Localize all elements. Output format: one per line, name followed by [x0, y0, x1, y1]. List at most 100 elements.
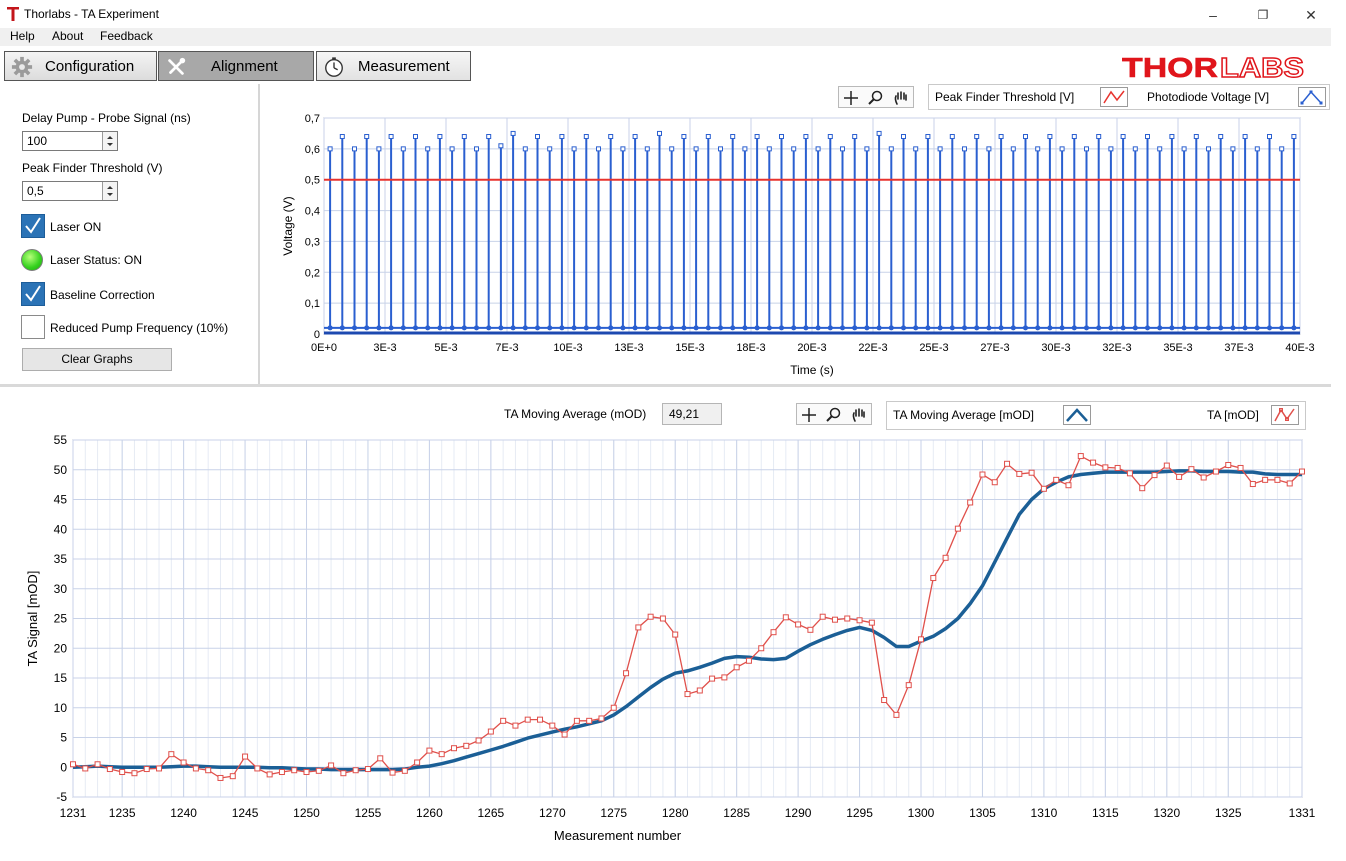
photodiode-peak-marker — [986, 146, 992, 152]
laser-status-led — [21, 249, 43, 271]
legend-ta-average-label: TA Moving Average [mOD] — [893, 408, 1034, 422]
ta-point-marker — [881, 697, 888, 704]
photodiode-peak-marker — [693, 146, 699, 152]
bottom-x-tick-label: 1325 — [1215, 806, 1242, 820]
top-y-tick-label: 0,1 — [305, 298, 320, 310]
ta-average-line-swatch[interactable] — [1063, 405, 1091, 425]
photodiode-peak-marker — [754, 134, 760, 140]
ta-point-marker — [377, 755, 384, 762]
photodiode-peak-marker — [876, 130, 882, 136]
bottom-y-tick-label: 55 — [54, 433, 68, 447]
photodiode-voltage-chart[interactable]: 0E+0 3E-3 5E-3 7E-3 10E-3 13E-3 15E-3 18E-3 20E-… — [262, 104, 1330, 384]
photodiode-peak-marker — [474, 146, 479, 152]
ta-point-marker — [70, 761, 76, 768]
bottom-x-tick-label: 1331 — [1289, 806, 1316, 820]
photodiode-peak-marker — [888, 146, 894, 152]
photodiode-peak-marker — [901, 134, 906, 140]
ta-point-marker — [537, 716, 544, 723]
ta-point-marker — [168, 751, 175, 758]
top-x-tick-label: 32E-3 — [1102, 342, 1131, 354]
ta-point-marker — [967, 499, 974, 506]
delay-value: 100 — [27, 134, 48, 148]
cursor-tool-icon[interactable] — [801, 407, 817, 423]
threshold-line-swatch[interactable] — [1100, 87, 1128, 107]
top-x-axis-label: Time (s) — [790, 363, 834, 377]
bottom-x-tick-label: 1260 — [416, 806, 443, 820]
zoom-tool-icon[interactable] — [825, 407, 843, 423]
delay-input[interactable]: 100 — [22, 131, 118, 151]
minimize-button[interactable]: – — [1209, 7, 1217, 23]
ta-point-marker — [868, 619, 875, 626]
ta-point-marker — [844, 615, 851, 622]
photodiode-peak-marker — [547, 146, 553, 152]
laser-on-checkbox[interactable] — [21, 214, 45, 238]
clear-graphs-button[interactable]: Clear Graphs — [22, 348, 172, 371]
wrench-screwdriver-icon — [168, 57, 186, 75]
top-x-tick-label: 18E-3 — [736, 342, 765, 354]
tab-measurement[interactable]: Measurement — [316, 51, 471, 81]
ta-point-marker — [623, 670, 630, 677]
photodiode-peak-marker — [425, 146, 431, 152]
ta-point-marker — [450, 745, 457, 752]
ta-point-marker — [1053, 476, 1060, 483]
ta-point-marker — [1286, 480, 1293, 487]
ta-point-marker — [229, 773, 236, 780]
photodiode-peak-marker — [791, 146, 797, 152]
photodiode-peak-marker — [1169, 134, 1175, 140]
bottom-graph-legend: TA Moving Average [mOD] TA [mOD] — [886, 401, 1306, 430]
delay-spinner[interactable] — [102, 132, 117, 150]
bottom-x-tick-label: 1305 — [969, 806, 996, 820]
ta-point-marker — [352, 767, 359, 774]
ta-point-marker — [1004, 460, 1011, 467]
photodiode-peak-marker — [864, 146, 870, 152]
restore-button[interactable]: ❐ — [1257, 8, 1269, 22]
threshold-spinner[interactable] — [102, 182, 117, 200]
ta-point-marker — [610, 704, 617, 711]
photodiode-peak-marker — [681, 134, 687, 140]
cursor-tool-icon[interactable] — [843, 90, 859, 106]
photodiode-peak-marker — [1071, 134, 1077, 140]
photodiode-peak-marker — [1035, 146, 1041, 152]
ta-point-marker — [131, 770, 138, 777]
close-button[interactable]: ✕ — [1305, 7, 1317, 23]
menu-feedback[interactable]: Feedback — [100, 29, 153, 43]
bottom-x-tick-label: 1285 — [723, 806, 750, 820]
photodiode-peak-marker — [803, 134, 809, 140]
threshold-value: 0,5 — [27, 184, 44, 198]
threshold-input[interactable]: 0,5 — [22, 181, 118, 201]
photodiode-peak-marker — [571, 146, 577, 152]
ta-line-swatch[interactable] — [1271, 405, 1299, 425]
reduced-frequency-checkbox[interactable] — [21, 315, 45, 339]
top-x-tick-label: 3E-3 — [373, 342, 396, 354]
tab-alignment[interactable]: Alignment — [158, 51, 314, 81]
ta-point-marker — [512, 722, 519, 729]
zoom-tool-icon[interactable] — [867, 90, 885, 106]
bottom-x-tick-label: 1275 — [600, 806, 627, 820]
bottom-y-axis-label: TA Signal [mOD] — [25, 571, 40, 667]
menu-about[interactable]: About — [52, 29, 84, 43]
ta-point-marker — [659, 615, 666, 622]
tab-configuration[interactable]: Configuration — [4, 51, 157, 81]
photodiode-peak-marker — [1132, 146, 1138, 152]
pan-hand-icon[interactable] — [893, 90, 909, 106]
baseline-checkbox[interactable] — [21, 282, 45, 306]
panel-separator — [0, 384, 1331, 387]
photodiode-peak-marker — [608, 134, 614, 140]
bottom-y-tick-label: 15 — [54, 671, 68, 685]
ta-point-marker — [1212, 468, 1219, 475]
ta-point-marker — [475, 737, 482, 744]
menu-help[interactable]: Help — [10, 29, 35, 43]
ta-point-marker — [1139, 485, 1146, 492]
ta-point-marker — [930, 575, 937, 582]
photodiode-peak-marker — [1023, 134, 1028, 140]
photodiode-peak-marker — [840, 146, 845, 152]
ta-point-marker — [1237, 464, 1244, 471]
ta-signal-chart[interactable]: 1231 1235 1240 1245 1250 1255 1260 1265 1270 1275… — [0, 430, 1346, 861]
photodiode-peak-marker — [937, 146, 943, 152]
photodiode-peak-marker — [1010, 146, 1016, 152]
pan-hand-icon[interactable] — [851, 407, 867, 423]
ta-point-marker — [438, 751, 445, 758]
bottom-x-tick-label: 1300 — [908, 806, 935, 820]
photodiode-peak-marker — [388, 134, 394, 140]
photodiode-line-swatch[interactable] — [1298, 87, 1326, 107]
